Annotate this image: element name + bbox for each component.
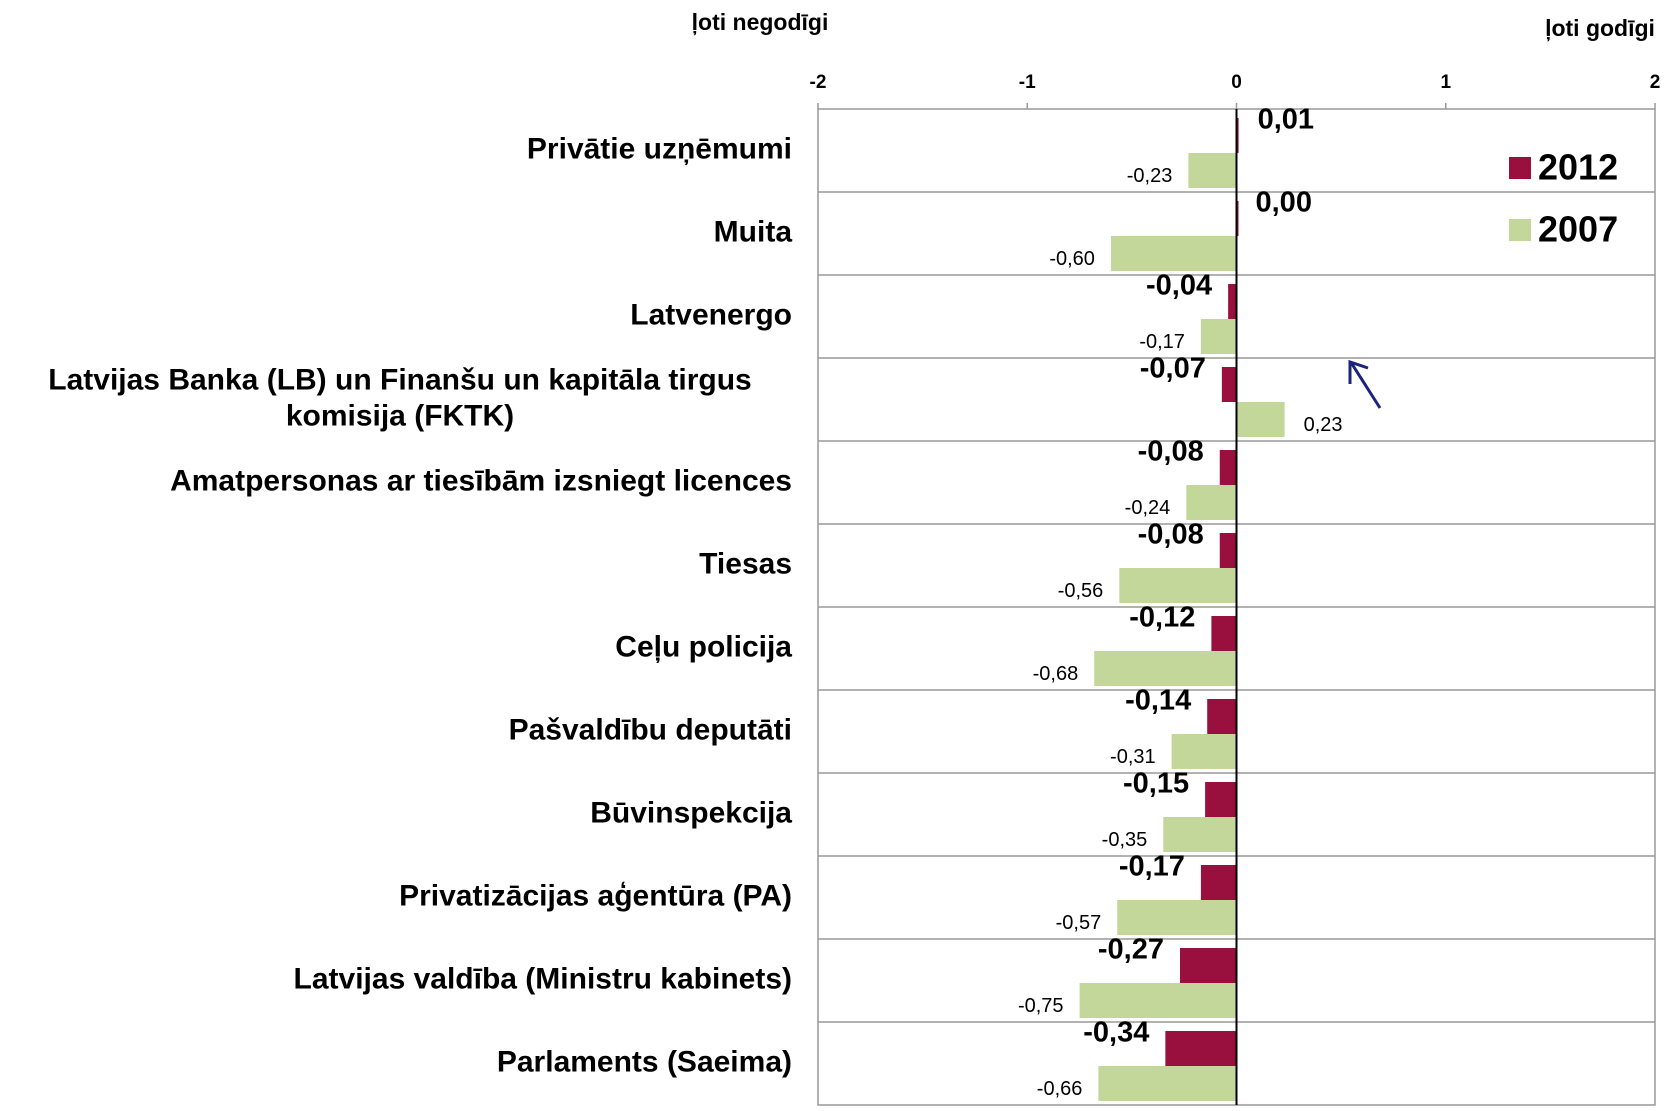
bar (1205, 782, 1237, 817)
category-label: Privatizācijas aģentūra (PA) (399, 879, 792, 912)
bar (1094, 651, 1237, 686)
data-label: -0,56 (1058, 580, 1104, 602)
data-label: -0,04 (1146, 270, 1212, 302)
bar (1228, 284, 1237, 319)
bar (1219, 533, 1237, 568)
legend-label: 2012 (1538, 147, 1618, 188)
data-label: -0,57 (1056, 912, 1102, 934)
category-label: Tiesas (699, 547, 792, 580)
data-label: -0,60 (1049, 248, 1095, 270)
category-label: Muita (714, 215, 793, 248)
data-label: 0,01 (1258, 104, 1314, 136)
category-label: Latvijas Banka (LB) un Finanšu un kapitā… (48, 363, 751, 432)
data-label: 0,00 (1256, 187, 1312, 219)
x-tick-label: 0 (1231, 72, 1242, 93)
data-label: -0,23 (1127, 165, 1173, 187)
bar (1110, 236, 1237, 271)
bar (1211, 616, 1237, 651)
category-label: Latvijas valdība (Ministru kabinets) (294, 962, 792, 995)
data-label: -0,34 (1083, 1017, 1149, 1049)
bar (1219, 450, 1237, 485)
data-label: 0,23 (1304, 414, 1343, 436)
data-label: -0,75 (1018, 995, 1064, 1017)
data-label: -0,66 (1037, 1078, 1083, 1100)
legend-swatch (1509, 219, 1531, 241)
bar (1079, 983, 1237, 1018)
bar (1188, 153, 1237, 188)
bar (1236, 402, 1285, 437)
bar (1171, 734, 1237, 769)
arrow (1350, 363, 1382, 409)
category-label: Privātie uzņēmumi (527, 132, 792, 165)
data-label: -0,68 (1033, 663, 1079, 685)
annotation: ļoti negodīgi (692, 9, 829, 35)
x-tick-label: -1 (1019, 72, 1036, 93)
bar (1207, 699, 1237, 734)
legend-swatch (1509, 157, 1531, 179)
arrow-head (1348, 359, 1369, 384)
legend-label: 2007 (1538, 209, 1618, 250)
category-label: Pašvaldību deputāti (509, 713, 792, 746)
bar (1200, 319, 1237, 354)
bar (1236, 118, 1239, 153)
data-label: -0,17 (1139, 331, 1185, 353)
bar (1165, 1031, 1237, 1066)
category-label: Latvenergo (630, 298, 792, 331)
bar (1119, 568, 1237, 603)
bar (1200, 865, 1237, 900)
bar (1098, 1066, 1237, 1101)
category-label: Parlaments (Saeima) (497, 1045, 792, 1078)
bar (1180, 948, 1237, 983)
category-label: Būvinspekcija (590, 796, 792, 829)
data-label: -0,24 (1125, 497, 1171, 519)
data-label: -0,31 (1110, 746, 1156, 768)
annotation: ļoti godīgi (1545, 15, 1655, 41)
data-label: -0,07 (1140, 353, 1206, 385)
data-label: -0,17 (1119, 851, 1185, 883)
bar (1117, 900, 1237, 935)
bar (1221, 367, 1237, 402)
data-label: -0,14 (1125, 685, 1191, 717)
data-label: -0,12 (1129, 602, 1195, 634)
data-label: -0,08 (1138, 519, 1204, 551)
data-label: -0,15 (1123, 768, 1189, 800)
bar (1186, 485, 1237, 520)
data-label: -0,35 (1102, 829, 1148, 851)
x-tick-label: 1 (1440, 72, 1451, 93)
data-label: -0,27 (1098, 934, 1164, 966)
bar (1163, 817, 1237, 852)
x-tick-label: 2 (1650, 72, 1661, 93)
data-label: -0,08 (1138, 436, 1204, 468)
x-tick-label: -2 (810, 72, 827, 93)
category-label: Ceļu policija (615, 630, 792, 663)
category-label: Amatpersonas ar tiesībām izsniegt licenc… (170, 464, 792, 497)
